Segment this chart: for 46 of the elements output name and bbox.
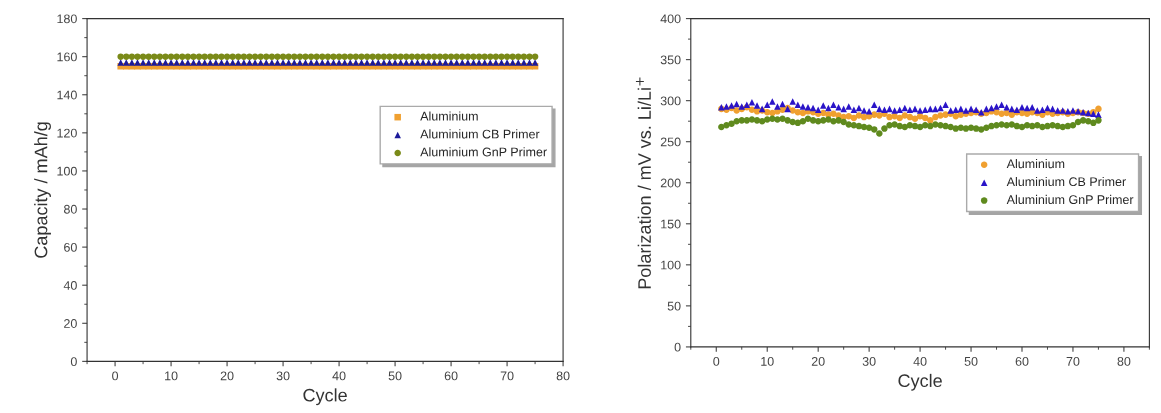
y-axis-title: Capacity / mAh/g bbox=[34, 122, 51, 258]
x-tick-label: 50 bbox=[388, 371, 402, 381]
x-axis-title: Cycle bbox=[303, 388, 347, 406]
x-tick-label: 20 bbox=[811, 356, 825, 366]
x-tick-label: 0 bbox=[112, 371, 119, 381]
x-tick-label: 60 bbox=[444, 371, 458, 381]
x-tick-label: 20 bbox=[220, 371, 234, 381]
y-tick-label: 40 bbox=[63, 281, 77, 290]
y-tick-label: 250 bbox=[660, 137, 681, 147]
x-tick-label: 40 bbox=[913, 356, 927, 366]
x-tick-label: 50 bbox=[964, 356, 978, 366]
y-tick-label: 350 bbox=[660, 55, 681, 65]
y-tick-label: 100 bbox=[57, 166, 77, 176]
x-tick-label: 70 bbox=[1066, 356, 1080, 366]
legend-label: Aluminium bbox=[420, 111, 478, 121]
y-tick-label: 80 bbox=[63, 204, 77, 214]
x-tick-label: 0 bbox=[713, 356, 720, 366]
y-tick-label: 100 bbox=[661, 260, 681, 270]
y-tick-label: 180 bbox=[57, 14, 77, 24]
x-tick-label: 60 bbox=[1015, 356, 1029, 366]
legend-label: Aluminium CB Primer bbox=[1006, 176, 1126, 187]
legend-label: Aluminium GnP Primer bbox=[1006, 194, 1134, 205]
y-tick-label: 20 bbox=[64, 319, 77, 328]
x-tick-label: 70 bbox=[500, 371, 514, 381]
x-tick-label: 10 bbox=[761, 356, 774, 366]
y-tick-label: 400 bbox=[660, 14, 681, 24]
y-tick-label: 60 bbox=[64, 242, 77, 252]
x-tick-label: 80 bbox=[1117, 356, 1131, 366]
y-tick-label: 50 bbox=[667, 301, 681, 311]
y-axis-title: Polarization / mV vs. Li/Li$^{+}$ bbox=[635, 77, 651, 289]
x-axis-title: Cycle bbox=[898, 373, 942, 391]
y-tick-label: 0 bbox=[674, 342, 681, 352]
x-tick-label: 10 bbox=[165, 371, 178, 381]
y-tick-label: 160 bbox=[57, 52, 77, 62]
x-tick-label: 30 bbox=[862, 356, 876, 366]
legend-label: Aluminium bbox=[1006, 159, 1065, 169]
x-tick-label: 40 bbox=[332, 371, 346, 381]
legend-label: Aluminium CB Primer bbox=[420, 129, 540, 139]
y-tick-label: 140 bbox=[57, 90, 77, 100]
x-tick-label: 30 bbox=[276, 371, 290, 381]
y-tick-label: 150 bbox=[661, 219, 681, 229]
legend-label: Aluminium GnP Primer bbox=[420, 147, 547, 157]
y-tick-label: 300 bbox=[660, 96, 681, 106]
y-tick-label: 120 bbox=[57, 128, 77, 138]
x-tick-label: 80 bbox=[556, 371, 570, 381]
y-tick-label: 200 bbox=[660, 178, 681, 188]
